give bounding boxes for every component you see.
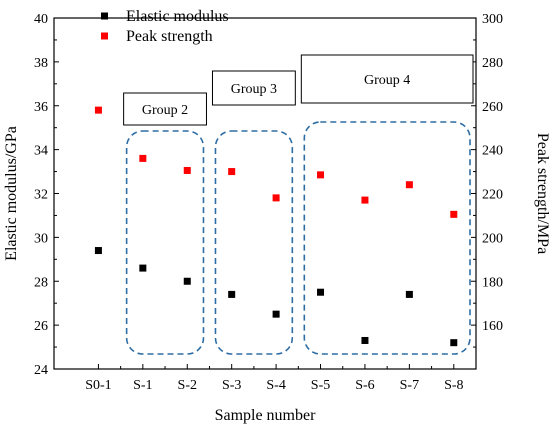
data-point-peak-strength — [450, 210, 458, 218]
data-point-elastic-modulus — [361, 336, 369, 344]
x-tick-label: S-7 — [400, 378, 419, 393]
data-point-elastic-modulus — [228, 290, 236, 298]
data-marks — [94, 106, 458, 347]
data-point-elastic-modulus — [94, 247, 102, 255]
y-left-tick-label: 34 — [34, 144, 48, 159]
y-left-tick-label: 32 — [34, 188, 48, 203]
y-right-tick-label: 300 — [482, 12, 503, 27]
group-annotations: Group 2 Group 3 Group 4 — [123, 54, 474, 355]
y-right-tick-label: 180 — [482, 275, 503, 290]
y-right-tick-label: 280 — [482, 56, 503, 71]
legend-label: Peak strength — [126, 28, 213, 45]
data-point-peak-strength — [317, 171, 325, 179]
y-left-tick-label: 30 — [34, 231, 48, 246]
data-point-elastic-modulus — [450, 339, 458, 347]
data-point-elastic-modulus — [272, 310, 280, 318]
x-tick-label: S-8 — [444, 378, 463, 393]
data-point-peak-strength — [228, 168, 236, 176]
group-label-box — [211, 70, 296, 106]
group-label-box — [300, 54, 474, 104]
data-point-elastic-modulus — [317, 288, 325, 296]
x-tick-label: S-3 — [222, 378, 241, 393]
x-tick-label: S-2 — [178, 378, 197, 393]
y-axis-left-title: Elastic modulus/GPa — [3, 126, 20, 261]
group-dashed-box — [214, 130, 294, 355]
data-point-peak-strength — [405, 181, 413, 189]
y-right-tick-label: 260 — [482, 100, 503, 115]
group-label: Group 4 — [364, 73, 410, 88]
legend-marker — [101, 32, 108, 40]
y-left-tick-label: 28 — [34, 275, 48, 290]
y-right-tick-label: 160 — [482, 319, 503, 334]
y-axis-right-title: Peak strength/MPa — [534, 133, 550, 254]
legend-marker — [101, 12, 108, 20]
group-dashed-box — [125, 130, 205, 355]
legend-label: Elastic modulus — [126, 8, 229, 25]
y-right-tick-label: 240 — [482, 144, 503, 159]
y-left-tick-label: 26 — [34, 319, 48, 334]
y-left-tick-label: 40 — [34, 12, 48, 27]
y-left-tick-label: 38 — [34, 56, 48, 71]
data-point-elastic-modulus — [405, 290, 413, 298]
data-point-peak-strength — [183, 166, 191, 174]
x-tick-label: S-1 — [133, 378, 152, 393]
data-point-peak-strength — [361, 196, 369, 204]
y-left-tick-label: 24 — [34, 363, 48, 378]
axes: 24 26 28 30 32 34 36 38 40 160 180 200 220 240 260 280 3… — [34, 12, 503, 393]
group-dashed-box — [303, 121, 471, 355]
data-point-peak-strength — [139, 154, 147, 162]
data-point-elastic-modulus — [183, 277, 191, 285]
x-tick-label: S0-1 — [85, 378, 111, 393]
y-right-tick-label: 200 — [482, 231, 503, 246]
group-label: Group 3 — [231, 82, 277, 97]
data-point-peak-strength — [272, 194, 280, 202]
x-axis-title: Sample number — [215, 407, 317, 424]
data-point-elastic-modulus — [139, 264, 147, 272]
x-tick-label: S-4 — [266, 378, 285, 393]
legend: Elastic modulus Peak strength — [101, 8, 229, 45]
x-tick-label: S-5 — [311, 378, 330, 393]
y-left-tick-label: 36 — [34, 100, 48, 115]
y-right-tick-label: 220 — [482, 188, 503, 203]
data-point-peak-strength — [94, 106, 102, 114]
group-label: Group 2 — [142, 103, 188, 118]
group-label-box — [123, 92, 207, 126]
x-tick-label: S-6 — [355, 378, 374, 393]
